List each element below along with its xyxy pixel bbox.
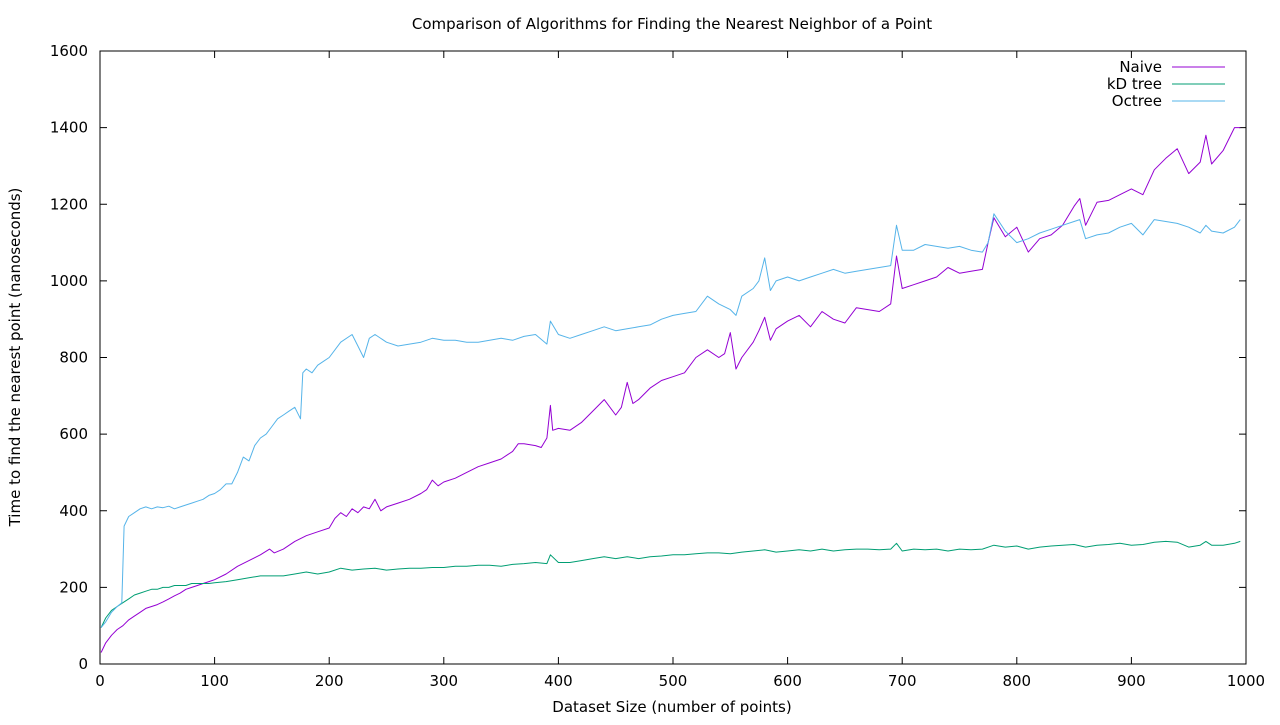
x-tick-label: 200 xyxy=(315,672,344,690)
y-tick-label: 800 xyxy=(59,349,88,367)
ticks-layer: 0 100 200 300 400 500 600 700 800 900 1000 0 200 400 6… xyxy=(50,42,1265,690)
plot-frame xyxy=(99,50,1247,665)
y-tick-label: 200 xyxy=(59,578,88,596)
x-tick-label: 0 xyxy=(95,672,105,690)
x-tick-label: 700 xyxy=(888,672,917,690)
y-tick-label: 0 xyxy=(78,655,88,673)
y-tick-label: 600 xyxy=(59,425,88,443)
y-tick-label: 1000 xyxy=(50,272,88,290)
x-tick-label: 400 xyxy=(544,672,573,690)
chart-title: Comparison of Algorithms for Finding the… xyxy=(412,15,932,33)
series-line-kd-tree xyxy=(100,540,1241,628)
x-tick-label: 100 xyxy=(200,672,229,690)
legend-label-octree: Octree xyxy=(1112,92,1162,110)
y-tick-label: 400 xyxy=(59,502,88,520)
x-tick-label: 500 xyxy=(659,672,688,690)
x-tick-label: 800 xyxy=(1002,672,1031,690)
legend-label-naive: Naive xyxy=(1119,58,1162,76)
x-tick-label: 600 xyxy=(773,672,802,690)
y-axis-title: Time to find the nearest point (nanoseco… xyxy=(6,188,24,528)
series-line-octree xyxy=(100,213,1241,628)
y-tick-label: 1600 xyxy=(50,42,88,60)
y-tick-label: 1200 xyxy=(50,195,88,213)
legend-label-kd-tree: kD tree xyxy=(1107,75,1162,93)
series-layer xyxy=(100,127,1241,653)
x-tick-label: 300 xyxy=(429,672,458,690)
y-tick-label: 1400 xyxy=(50,119,88,137)
x-tick-label: 900 xyxy=(1117,672,1146,690)
x-tick-label: 1000 xyxy=(1227,672,1265,690)
x-axis-title: Dataset Size (number of points) xyxy=(552,698,791,716)
series-line-naive xyxy=(100,127,1241,653)
